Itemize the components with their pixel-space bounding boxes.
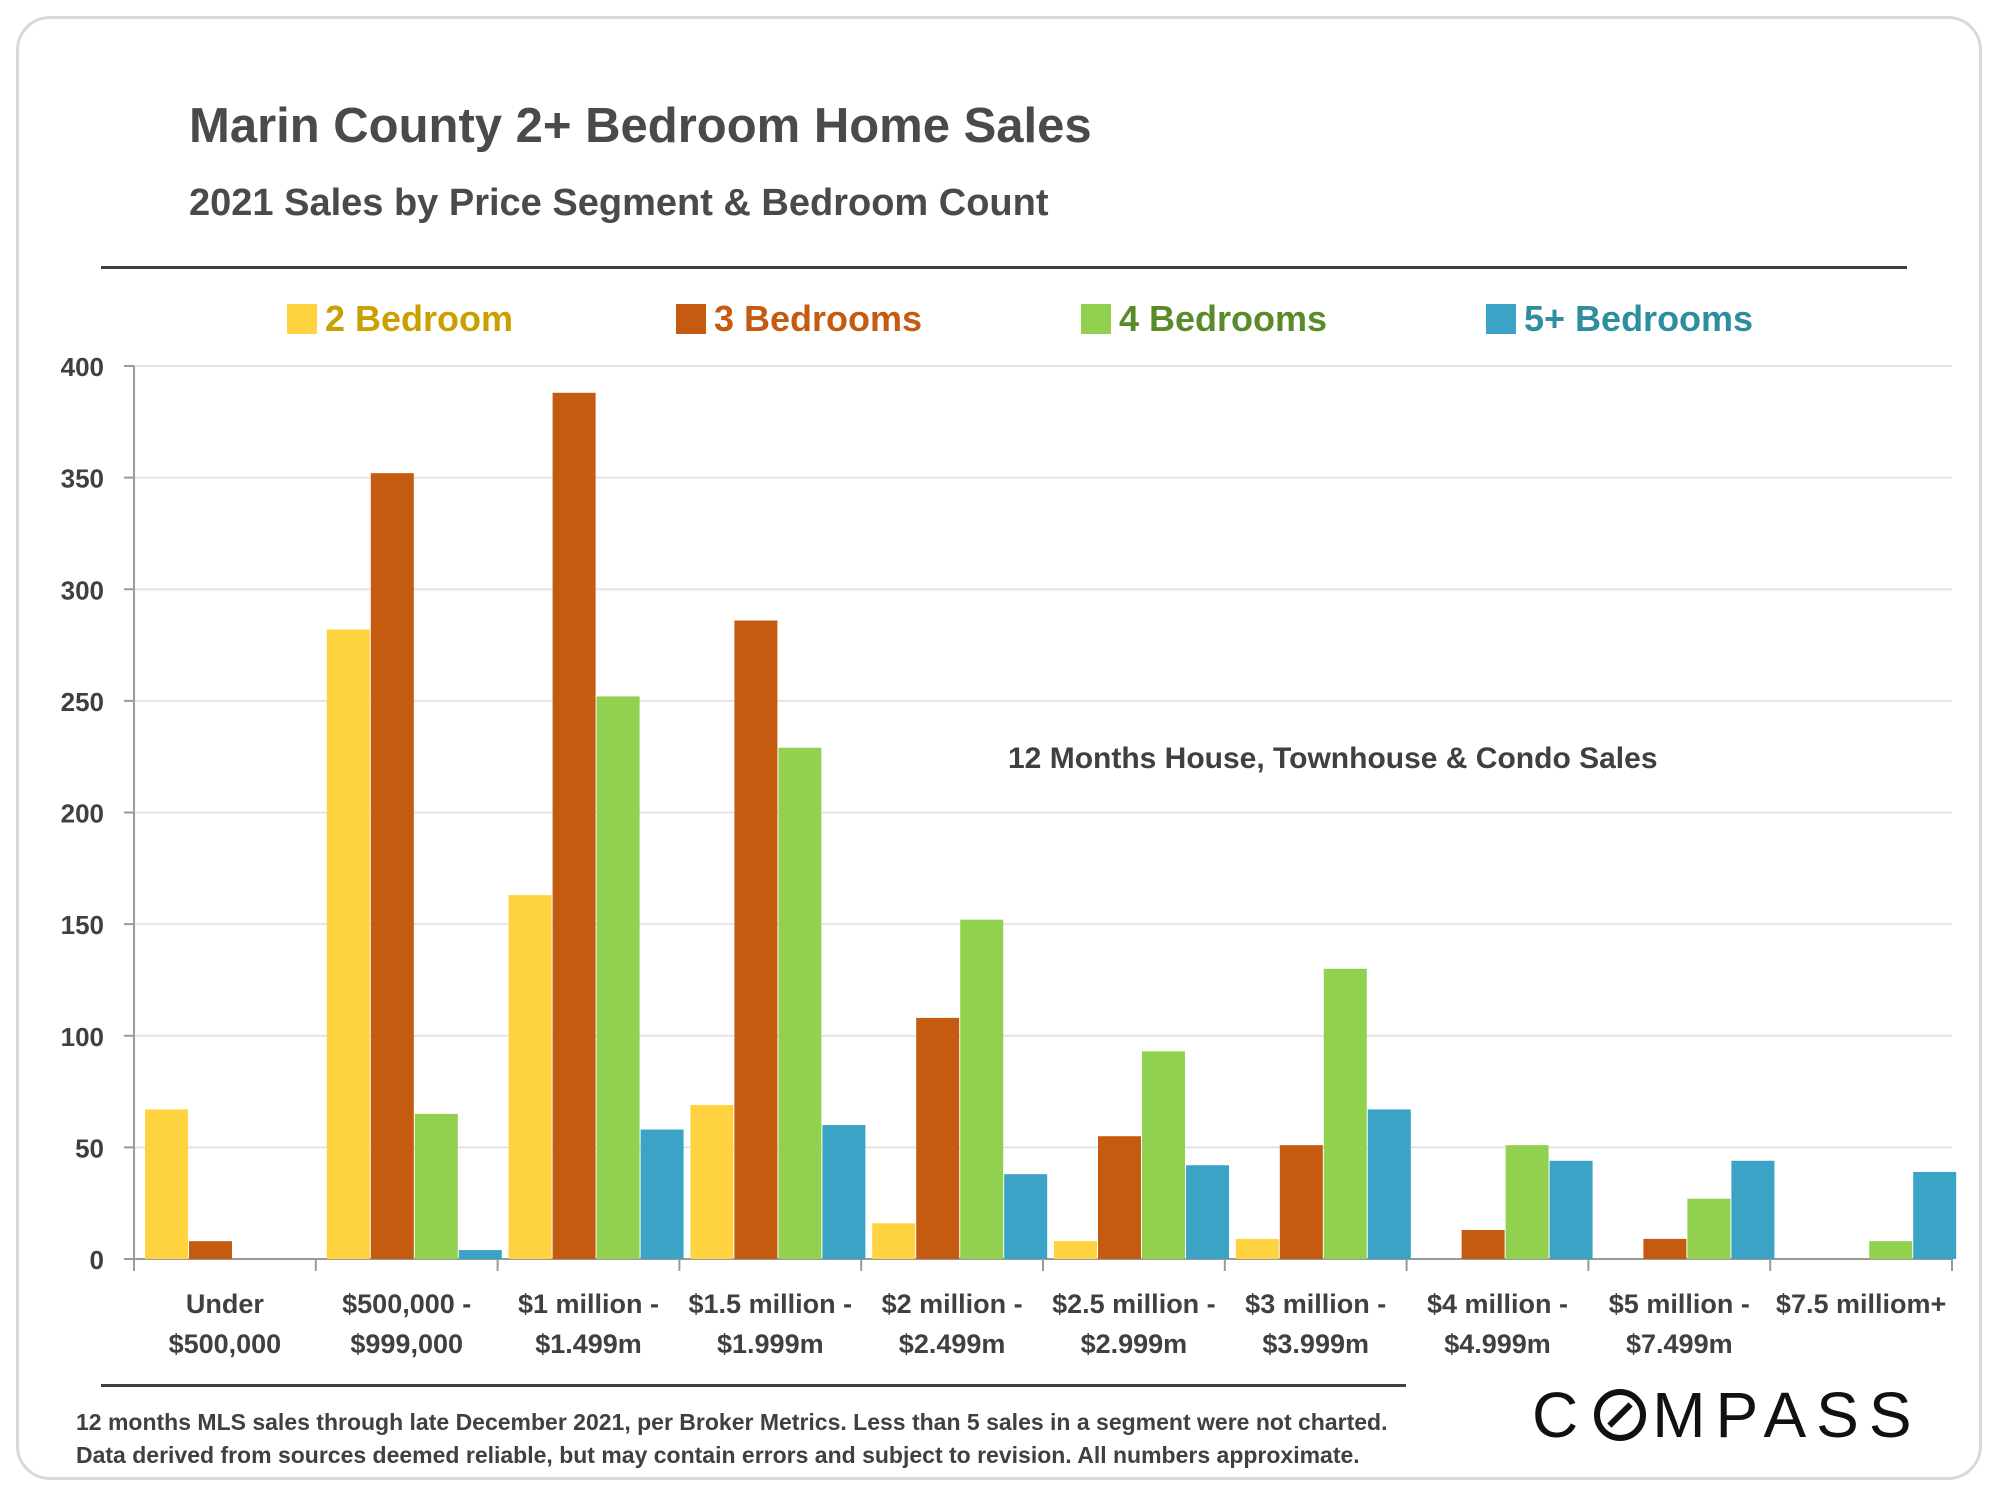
chart-annotation: 12 Months House, Townhouse & Condo Sales	[1008, 742, 1658, 775]
x-category-label: $2.499m	[899, 1329, 1006, 1359]
logo-compass-icon	[1594, 1389, 1647, 1441]
y-tick-label: 300	[61, 575, 104, 605]
legend-label-3-bedrooms: 3 Bedrooms	[714, 298, 923, 339]
x-category-label: Under	[186, 1289, 265, 1319]
bar-4-bedrooms-2	[596, 696, 640, 1259]
x-category-label: $4.999m	[1444, 1329, 1551, 1359]
legend-swatch-3-bedrooms	[676, 304, 706, 334]
x-category-label: $500,000	[169, 1329, 282, 1359]
bar-3-bedrooms-2	[552, 392, 596, 1259]
bar-2-bedroom-0	[145, 1109, 188, 1259]
y-tick-label: 400	[61, 352, 104, 382]
chart-legend: 2 Bedroom 3 Bedrooms 4 Bedrooms 5+ Bedro…	[0, 298, 2000, 342]
x-category-label: $500,000 -	[342, 1289, 471, 1319]
x-category-label: $1.5 million -	[689, 1289, 853, 1319]
footnote-line-2: Data derived from sources deemed reliabl…	[76, 1442, 1360, 1468]
legend-label-5-plus-bedrooms: 5+ Bedrooms	[1524, 298, 1754, 339]
bar-3-bedrooms-7	[1461, 1229, 1505, 1259]
bar-5-plus-bedrooms-7	[1549, 1160, 1593, 1259]
bar-4-bedrooms-3	[778, 747, 822, 1259]
x-category-label: $3.999m	[1262, 1329, 1369, 1359]
x-category-label: $1.999m	[717, 1329, 824, 1359]
bar-2-bedroom-4	[872, 1223, 916, 1259]
x-category-label: $2.5 million -	[1052, 1289, 1216, 1319]
y-tick-label: 250	[61, 687, 104, 717]
bar-2-bedroom-1	[326, 629, 370, 1259]
bar-5-plus-bedrooms-9	[1913, 1171, 1957, 1259]
bar-5-plus-bedrooms-2	[640, 1129, 684, 1259]
bar-5-plus-bedrooms-4	[1004, 1174, 1048, 1259]
bar-4-bedrooms-7	[1505, 1145, 1549, 1259]
bar-3-bedrooms-6	[1279, 1145, 1323, 1259]
bar-5-plus-bedrooms-3	[822, 1125, 866, 1259]
footer-divider	[101, 1384, 1406, 1387]
legend-item-3-bedrooms: 3 Bedrooms	[676, 298, 922, 340]
bar-4-bedrooms-5	[1142, 1051, 1185, 1259]
x-category-label: $4 million -	[1427, 1289, 1568, 1319]
legend-swatch-2-bedroom	[287, 304, 317, 334]
y-tick-label: 200	[61, 799, 104, 829]
legend-item-4-bedrooms: 4 Bedrooms	[1081, 298, 1327, 340]
footnote-line-1: 12 months MLS sales through late Decembe…	[76, 1409, 1388, 1435]
x-category-label: $3 million -	[1245, 1289, 1386, 1319]
bar-3-bedrooms-4	[916, 1017, 960, 1259]
y-tick-label: 350	[61, 464, 104, 494]
bar-3-bedrooms-0	[189, 1241, 232, 1259]
title-divider	[101, 266, 1907, 269]
bar-4-bedrooms-6	[1323, 968, 1367, 1259]
bar-4-bedrooms-8	[1687, 1198, 1731, 1259]
bar-4-bedrooms-9	[1869, 1241, 1913, 1259]
bar-2-bedroom-3	[690, 1104, 734, 1259]
legend-item-2-bedroom: 2 Bedroom	[287, 298, 513, 340]
bar-5-plus-bedrooms-1	[458, 1250, 502, 1259]
legend-swatch-4-bedrooms	[1081, 304, 1111, 334]
footnote: 12 months MLS sales through late Decembe…	[76, 1406, 1387, 1472]
legend-label-4-bedrooms: 4 Bedrooms	[1119, 298, 1328, 339]
y-tick-label: 50	[75, 1133, 104, 1163]
x-category-label: $999,000	[350, 1329, 463, 1359]
x-category-label: $7.499m	[1626, 1329, 1733, 1359]
bar-5-plus-bedrooms-6	[1367, 1109, 1411, 1259]
x-category-label: $1.499m	[535, 1329, 642, 1359]
chart-subtitle: 2021 Sales by Price Segment & Bedroom Co…	[189, 182, 1049, 224]
logo-letters-mpass: MPASS	[1652, 1379, 1922, 1451]
bar-2-bedroom-5	[1054, 1241, 1097, 1259]
bar-3-bedrooms-8	[1643, 1238, 1687, 1259]
x-category-label: $5 million -	[1609, 1289, 1750, 1319]
x-category-label: $7.5 milliom+	[1776, 1289, 1946, 1319]
y-tick-label: 150	[61, 910, 104, 940]
x-category-label: $2 million -	[882, 1289, 1023, 1319]
bar-4-bedrooms-1	[414, 1113, 458, 1259]
x-category-label: $2.999m	[1081, 1329, 1188, 1359]
logo-letter-c: C	[1532, 1379, 1589, 1451]
compass-logo: C MPASS	[1532, 1378, 1922, 1452]
x-category-label: $1 million -	[518, 1289, 659, 1319]
y-tick-label: 100	[61, 1022, 104, 1052]
legend-item-5-plus-bedrooms: 5+ Bedrooms	[1486, 298, 1753, 340]
y-tick-label: 0	[90, 1245, 104, 1275]
legend-swatch-5-plus-bedrooms	[1486, 304, 1516, 334]
bar-4-bedrooms-4	[960, 919, 1004, 1259]
bar-2-bedroom-2	[508, 895, 552, 1259]
bar-chart: 0 50 100 150 200 250 300 350 400 Under $500,000 $50…	[61, 352, 1957, 1359]
bar-3-bedrooms-3	[734, 620, 778, 1259]
bar-5-plus-bedrooms-5	[1186, 1165, 1229, 1259]
bar-2-bedroom-6	[1235, 1238, 1279, 1259]
bar-5-plus-bedrooms-8	[1731, 1160, 1775, 1259]
chart-title: Marin County 2+ Bedroom Home Sales	[189, 99, 1092, 153]
legend-label-2-bedroom: 2 Bedroom	[325, 298, 514, 339]
bar-3-bedrooms-5	[1098, 1136, 1141, 1259]
bar-3-bedrooms-1	[370, 473, 414, 1259]
